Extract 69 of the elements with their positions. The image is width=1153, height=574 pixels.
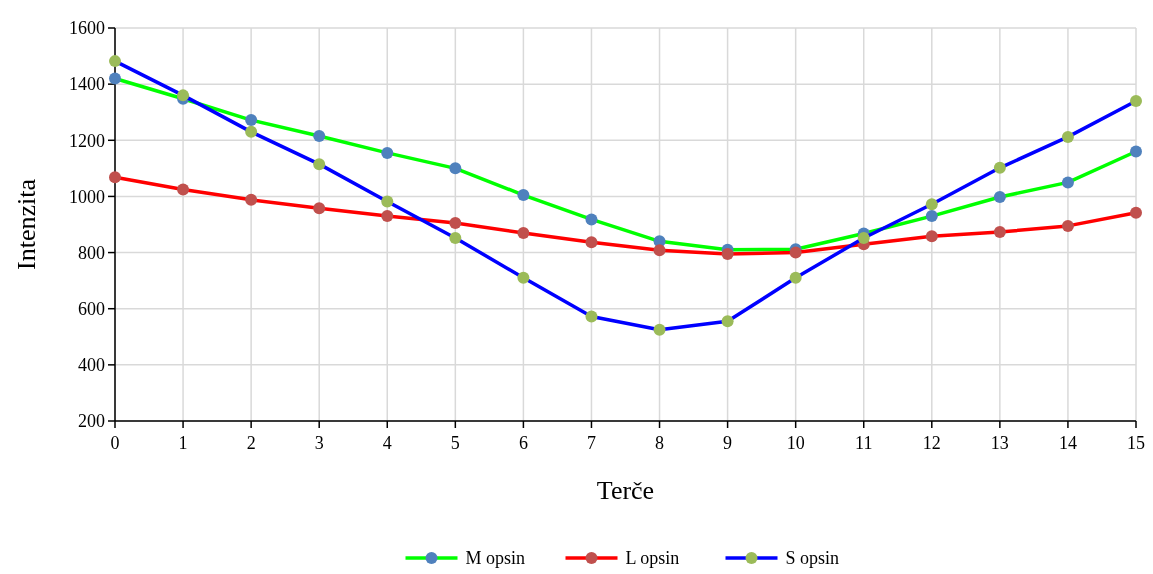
point [245, 193, 258, 206]
y-tick-label: 400 [78, 355, 105, 376]
x-tick-label: 13 [990, 433, 1009, 453]
point [381, 146, 394, 159]
point [993, 190, 1006, 203]
point [517, 189, 530, 202]
x-tick-label: 3 [314, 433, 324, 453]
point [585, 236, 598, 249]
point [925, 210, 938, 223]
y-tick-label: 1600 [69, 18, 105, 39]
x-tick-label: 9 [723, 433, 733, 453]
point [653, 323, 666, 336]
y-tick-label: 600 [78, 299, 105, 320]
x-tick-label: 11 [855, 433, 873, 453]
point [585, 310, 598, 323]
legend-label: M opsin [465, 548, 526, 569]
point [313, 158, 326, 171]
point [381, 195, 394, 208]
point [517, 271, 530, 284]
point [721, 315, 734, 328]
point [449, 217, 462, 230]
point [245, 114, 258, 127]
point [313, 202, 326, 215]
point [993, 161, 1006, 174]
y-tick-label: 1200 [69, 130, 105, 151]
x-axis-title: Terče [596, 476, 655, 505]
point [925, 230, 938, 243]
x-tick-label: 7 [586, 433, 596, 453]
point [1130, 145, 1142, 158]
x-tick-label: 15 [1127, 433, 1145, 453]
point [653, 244, 666, 257]
x-tick-label: 8 [655, 433, 665, 453]
point [1061, 176, 1074, 189]
x-tick-label: 0 [110, 433, 120, 453]
point [585, 213, 598, 226]
point [245, 125, 258, 138]
point [1061, 130, 1074, 143]
x-tick-label: 5 [450, 433, 460, 453]
point [177, 183, 190, 196]
point [109, 55, 121, 68]
point [109, 171, 121, 184]
x-tick-label: 12 [922, 433, 941, 453]
point [449, 231, 462, 244]
point [1061, 219, 1074, 232]
point [517, 226, 530, 239]
x-tick-label: 6 [518, 433, 528, 453]
point [857, 231, 870, 244]
x-tick-label: 2 [246, 433, 256, 453]
y-tick-label: 800 [78, 242, 105, 263]
point [109, 72, 121, 85]
y-tick-label: 1400 [69, 74, 105, 95]
y-tick-label: 1000 [69, 186, 105, 207]
point [449, 162, 462, 175]
legend-label: L opsin [625, 548, 680, 569]
x-tick-label: 1 [178, 433, 188, 453]
y-axis-title: Intenzita [12, 178, 41, 270]
x-tick-label: 10 [786, 433, 805, 453]
point [313, 130, 326, 143]
x-tick-label: 14 [1058, 433, 1077, 453]
point [381, 210, 394, 223]
legend-label: S opsin [785, 548, 840, 569]
y-tick-label: 200 [78, 411, 105, 432]
x-tick-label: 4 [382, 433, 392, 453]
point [789, 271, 802, 284]
point [993, 226, 1006, 239]
point [1130, 206, 1142, 219]
point [721, 247, 734, 260]
point [1130, 94, 1142, 107]
point [925, 198, 938, 211]
